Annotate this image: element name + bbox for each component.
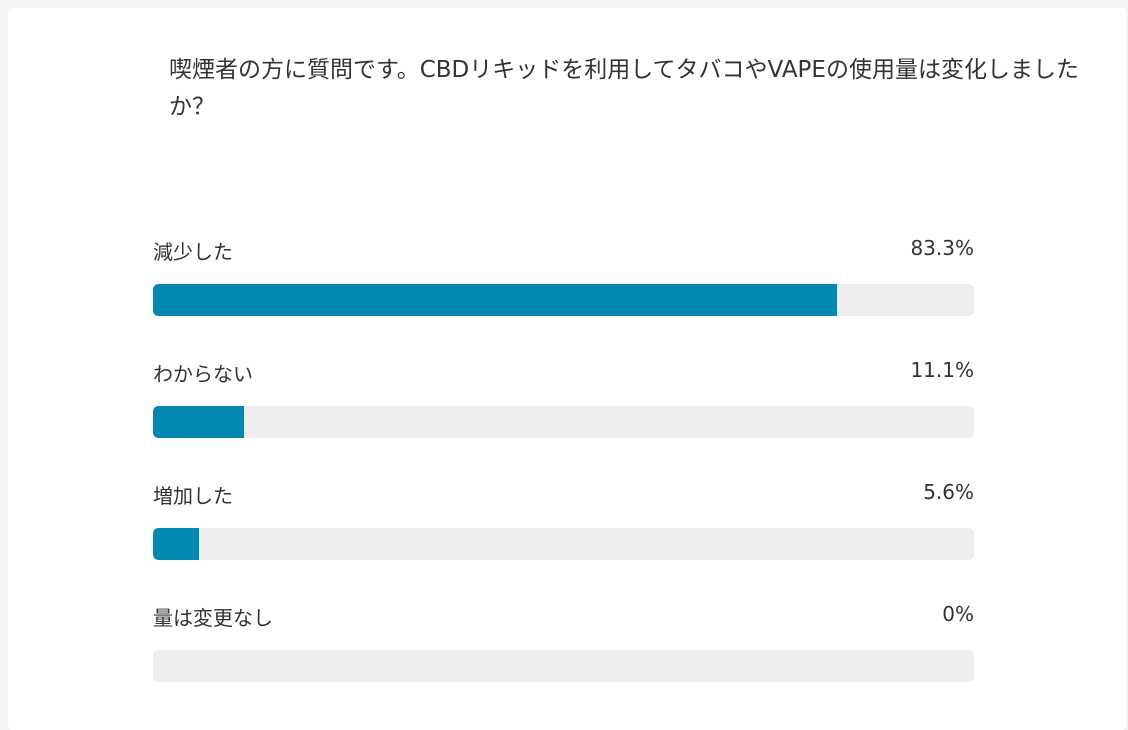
option-label: わからない	[153, 362, 253, 386]
poll-card: 喫煙者の方に質問です。CBDリキッドを利用してタバコやVAPEの使用量は変化しま…	[8, 8, 1126, 730]
poll-option-unknown: わからない 11.1%	[153, 352, 974, 474]
option-bar-track	[153, 284, 974, 316]
poll-option-increased: 増加した 5.6%	[153, 474, 974, 596]
option-percent: 5.6%	[923, 480, 974, 504]
option-percent: 11.1%	[910, 358, 974, 382]
option-bar-track	[153, 528, 974, 560]
option-percent: 0%	[942, 602, 974, 626]
option-bar-fill	[153, 284, 837, 316]
poll-results: 減少した 83.3% わからない 11.1% 増加した 5.6% 量は変更なし …	[153, 230, 974, 718]
option-label: 量は変更なし	[153, 606, 273, 630]
option-bar-track	[153, 406, 974, 438]
option-bar-fill	[153, 528, 199, 560]
option-label: 減少した	[153, 240, 233, 264]
option-label: 増加した	[153, 484, 233, 508]
option-percent: 83.3%	[910, 236, 974, 260]
option-bar-fill	[153, 406, 245, 438]
poll-option-decreased: 減少した 83.3%	[153, 230, 974, 352]
poll-question: 喫煙者の方に質問です。CBDリキッドを利用してタバコやVAPEの使用量は変化しま…	[169, 57, 1079, 120]
poll-option-unchanged: 量は変更なし 0%	[153, 596, 974, 718]
option-bar-track	[153, 650, 974, 682]
